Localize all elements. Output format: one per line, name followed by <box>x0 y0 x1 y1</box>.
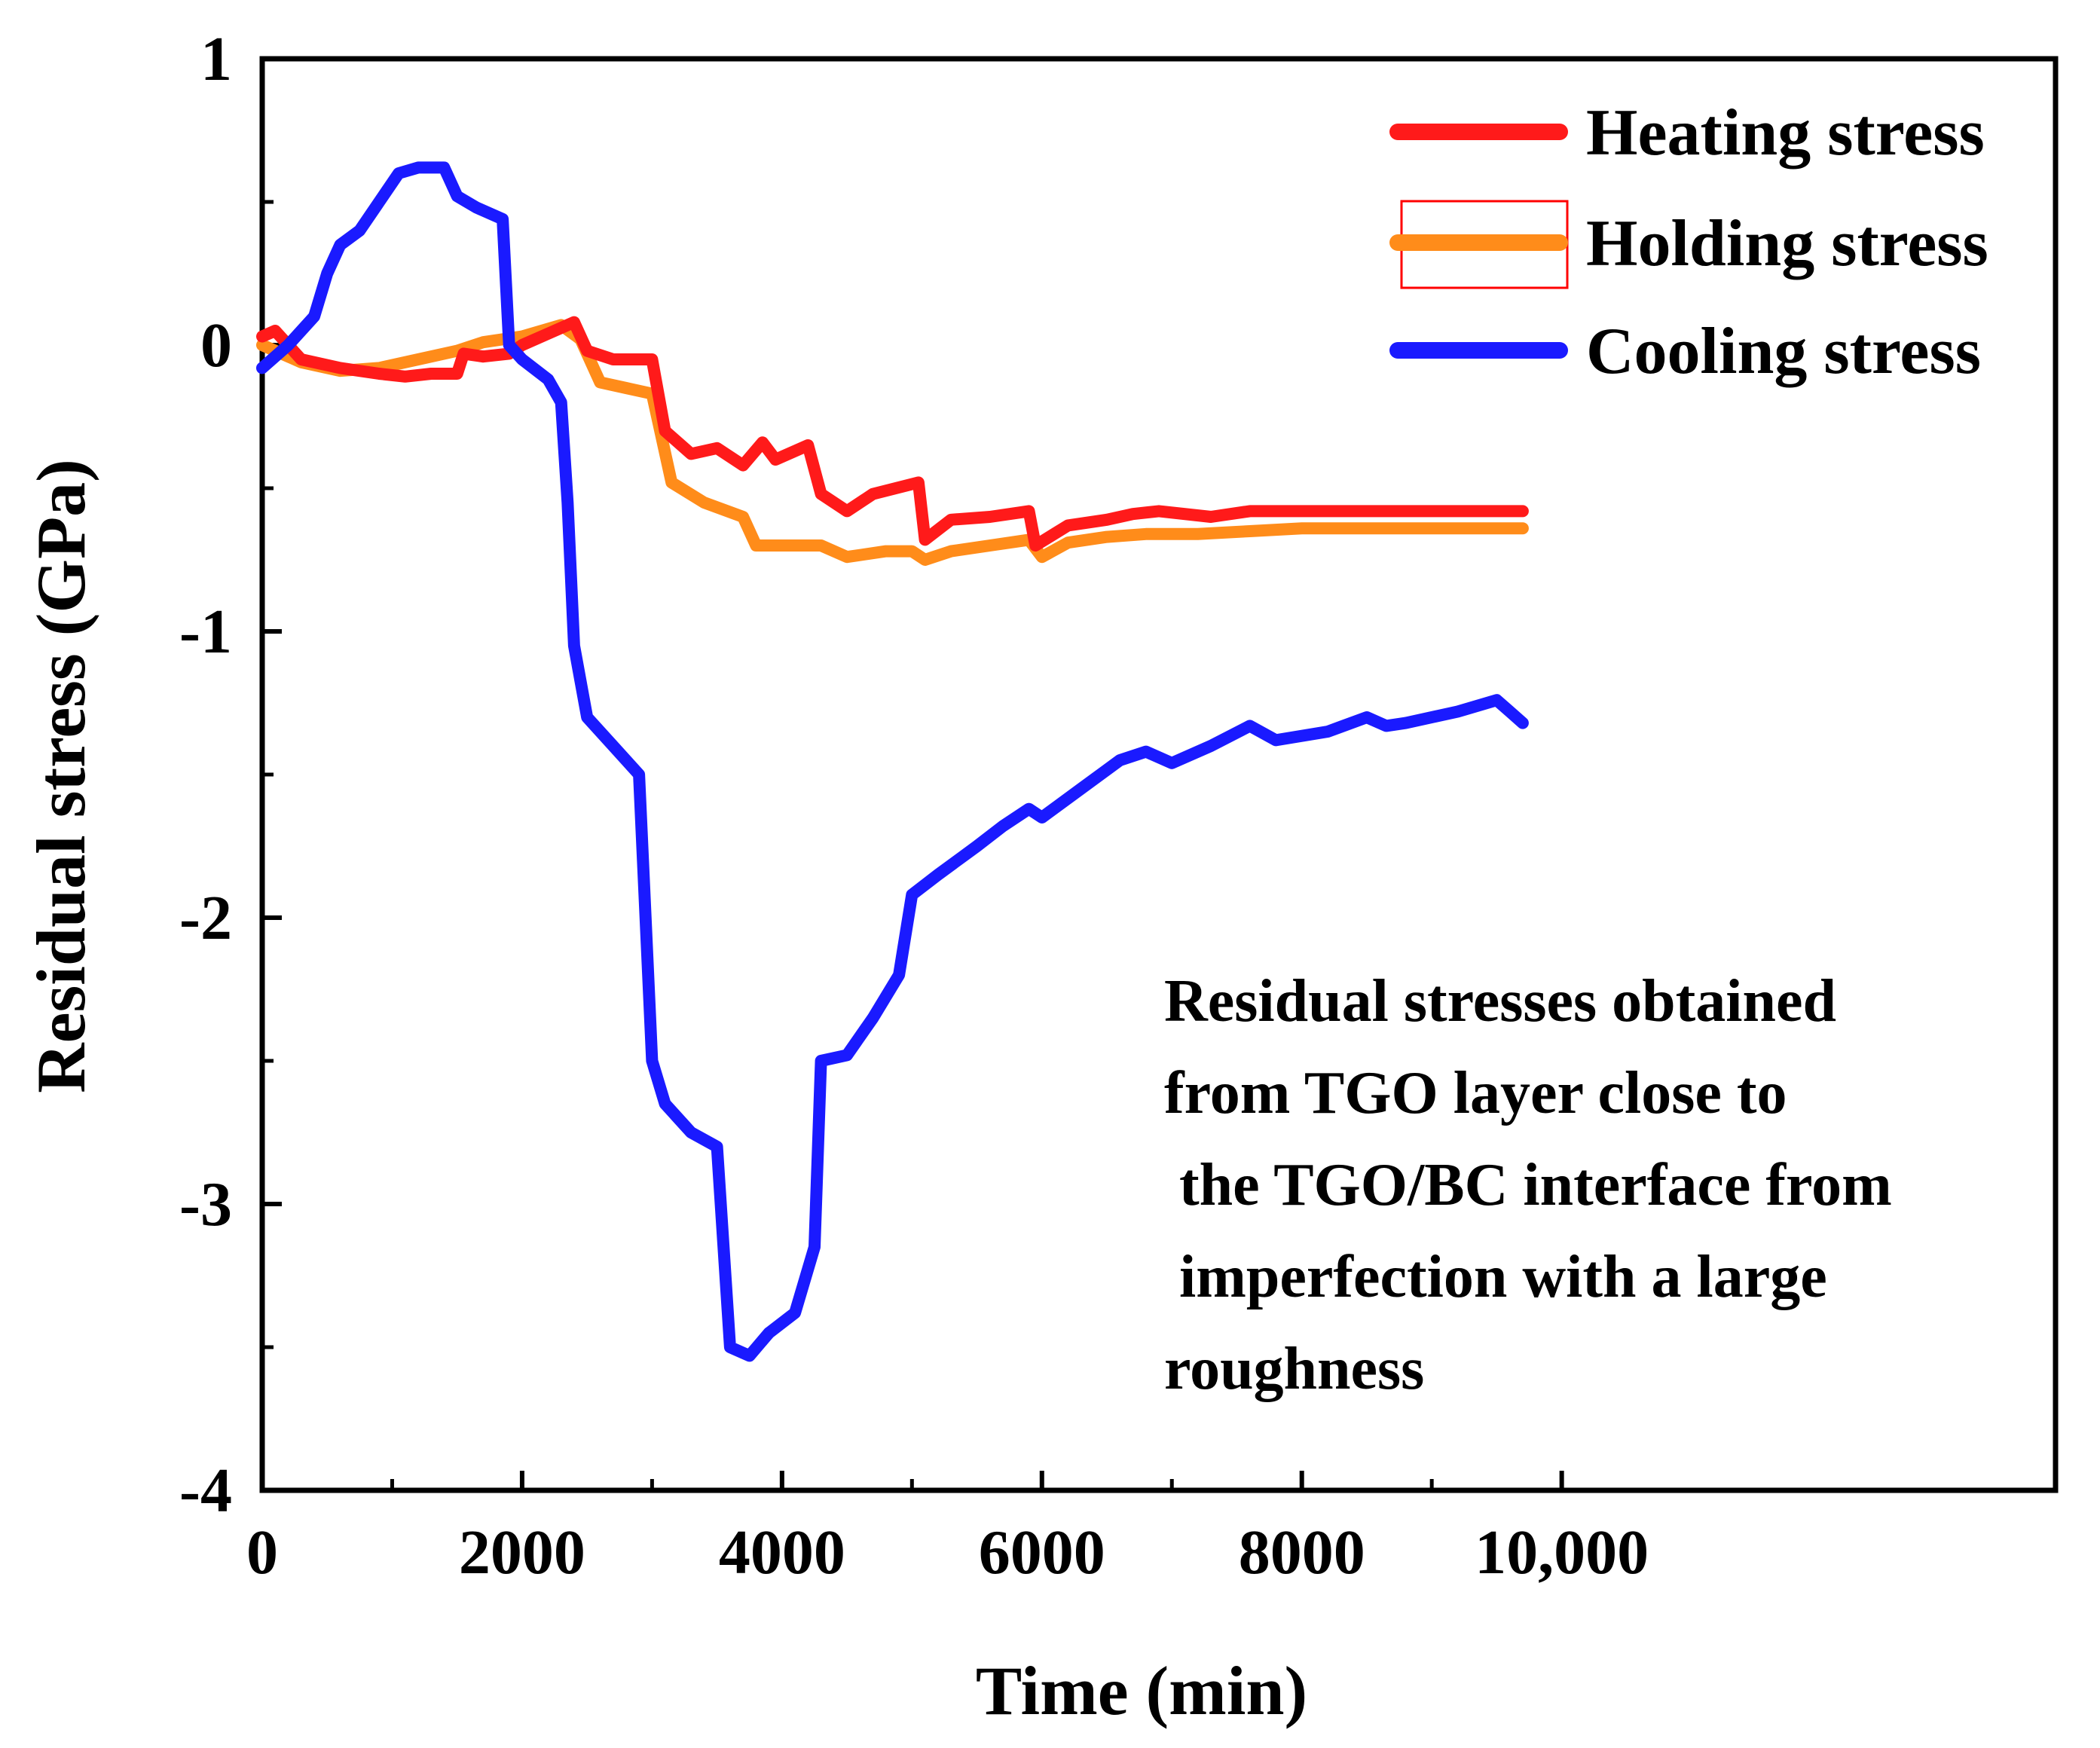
series-heating-line <box>256 316 1529 552</box>
x-tick-label: 10,000 <box>1475 1517 1649 1588</box>
y-axis-title: Residual stress (GPa) <box>23 459 99 1093</box>
y-tick-label: -3 <box>179 1169 232 1239</box>
x-tick-label: 4000 <box>719 1517 845 1588</box>
series-cooling-line <box>256 161 1529 1362</box>
series-holding-line <box>256 319 1529 566</box>
series-lines <box>256 161 1529 1362</box>
legend: Heating stress Holding stress Cooling st… <box>1389 96 1988 388</box>
x-tick-label: 0 <box>246 1517 278 1588</box>
x-axis-ticks <box>260 1471 1564 1490</box>
annotation-line-2: from TGO layer close to <box>1164 1060 1787 1126</box>
y-tick-label: 1 <box>200 24 232 94</box>
annotation-line-3: the TGO/BC interface from <box>1164 1152 1892 1218</box>
y-axis-ticks <box>262 57 282 1493</box>
x-axis-title: Time (min) <box>976 1652 1307 1729</box>
legend-label-heating: Heating stress <box>1586 96 1985 170</box>
y-tick-label: -2 <box>179 883 232 953</box>
annotation-text: Residual stresses obtained from TGO laye… <box>1164 968 1892 1402</box>
x-tick-label: 6000 <box>979 1517 1105 1588</box>
legend-label-holding: Holding stress <box>1586 207 1988 280</box>
annotation-line-4: imperfection with a large <box>1164 1244 1827 1310</box>
y-tick-label: -1 <box>179 597 232 667</box>
x-tick-label: 8000 <box>1239 1517 1365 1588</box>
y-tick-label: 0 <box>200 310 232 380</box>
annotation-line-5: roughness <box>1164 1336 1424 1402</box>
y-tick-label: -4 <box>179 1456 232 1526</box>
annotation-line-1: Residual stresses obtained <box>1164 968 1836 1034</box>
x-tick-label: 2000 <box>459 1517 585 1588</box>
y-axis-tick-labels: 1 0 -1 -2 -3 -4 <box>179 24 232 1526</box>
x-axis-tick-labels: 0 2000 4000 6000 8000 10,000 <box>246 1517 1649 1588</box>
legend-label-cooling: Cooling stress <box>1586 315 1981 388</box>
